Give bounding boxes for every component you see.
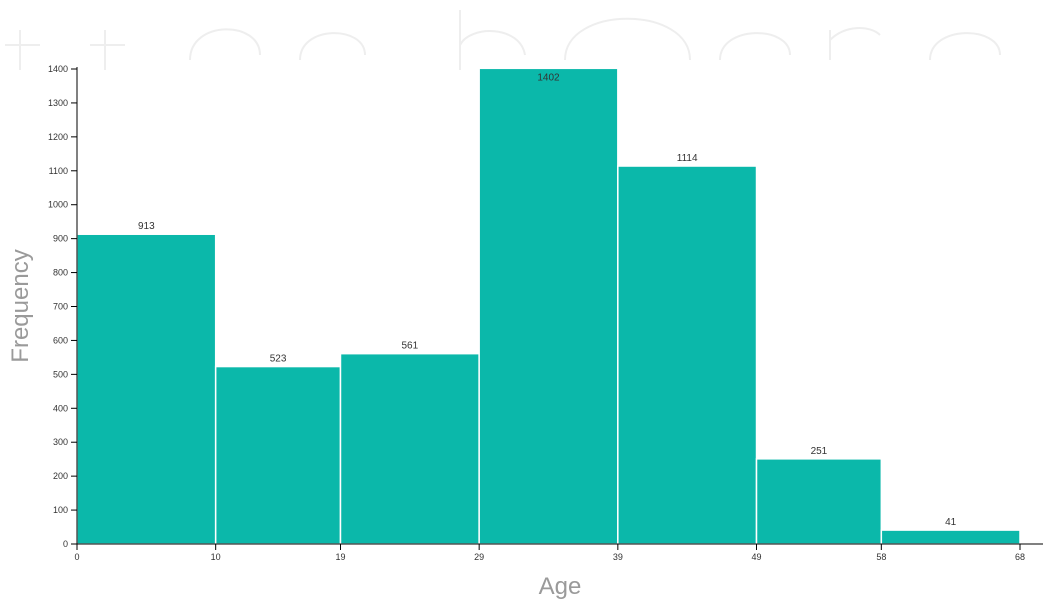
y-axis: 0 100 200 300 400 500 600 700 800 900 1000 1100 1200…: [48, 64, 78, 549]
bar-2: [339, 352, 480, 545]
x-axis-title: Age: [539, 573, 582, 600]
x-tick-label-4: 39: [613, 552, 623, 562]
bar-1: [214, 365, 342, 545]
y-tick-label-13: 1300: [48, 98, 68, 108]
x-axis: 0 10 19 29 39 49 58 68: [74, 543, 1043, 562]
bar-0: [76, 233, 217, 545]
bar-value-label-3: 1402: [537, 72, 560, 83]
y-tick-label-2: 200: [53, 471, 68, 481]
bar-value-label-2: 561: [401, 341, 418, 352]
y-tick-label-7: 700: [53, 302, 68, 312]
y-axis-title: Frequency: [7, 249, 34, 362]
x-tick-label-2: 19: [335, 552, 345, 562]
bar-value-label-0: 913: [138, 221, 155, 232]
x-tick-label-0: 0: [74, 552, 79, 562]
bar-value-label-5: 251: [811, 446, 828, 457]
value-labels-group: 913 523 561 1402 1114 251 41: [138, 72, 957, 528]
y-tick-label-4: 400: [53, 403, 68, 413]
bar-3: [478, 67, 619, 545]
y-tick-label-14: 1400: [48, 64, 68, 74]
y-tick-label-6: 600: [53, 335, 68, 345]
y-tick-label-0: 0: [63, 539, 68, 549]
y-tick-label-3: 300: [53, 437, 68, 447]
bar-value-label-6: 41: [945, 517, 957, 528]
x-tick-label-6: 58: [876, 552, 886, 562]
x-tick-label-3: 29: [474, 552, 484, 562]
y-tick-label-11: 1100: [49, 166, 68, 176]
bar-value-label-1: 523: [270, 354, 287, 365]
bar-4: [617, 165, 758, 545]
y-tick-label-10: 1000: [48, 200, 68, 210]
watermark: [5, 10, 1001, 70]
x-tick-label-1: 10: [211, 552, 221, 562]
bar-value-label-4: 1114: [677, 153, 698, 164]
bars-group: [76, 67, 1021, 545]
x-tick-label-7: 68: [1015, 552, 1025, 562]
y-tick-label-12: 1200: [48, 132, 68, 142]
y-tick-label-5: 500: [53, 369, 68, 379]
x-tick-label-5: 49: [752, 552, 762, 562]
y-tick-label-1: 100: [53, 505, 68, 515]
y-tick-label-8: 800: [53, 268, 68, 278]
bar-6: [880, 529, 1021, 545]
y-tick-label-9: 900: [53, 234, 68, 244]
bar-5: [755, 458, 883, 545]
